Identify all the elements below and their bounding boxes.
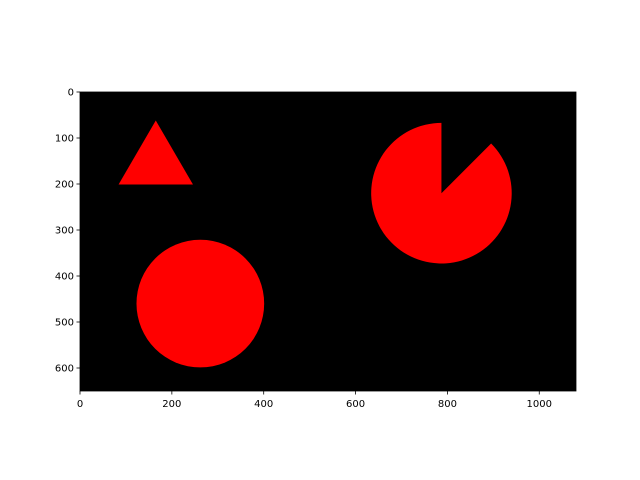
x-tick-label: 1000 bbox=[527, 399, 552, 410]
y-tick-label: 0 bbox=[68, 88, 74, 99]
x-tick-label: 800 bbox=[438, 399, 457, 410]
y-tick-label: 500 bbox=[55, 318, 74, 329]
x-axis: 0 200 400 600 800 1000 bbox=[77, 391, 552, 410]
red-pacman bbox=[371, 122, 512, 264]
axes-frame bbox=[79, 91, 577, 392]
x-tick-label: 400 bbox=[254, 399, 273, 410]
y-axis: 0 100 200 300 400 500 600 bbox=[55, 88, 80, 375]
y-tick-label: 400 bbox=[55, 272, 74, 283]
x-tick-label: 0 bbox=[77, 399, 83, 410]
y-tick-label: 600 bbox=[55, 364, 74, 375]
y-tick-label: 300 bbox=[55, 226, 74, 237]
red-circle bbox=[136, 239, 265, 368]
red-triangle bbox=[118, 120, 193, 185]
y-tick-label: 100 bbox=[55, 134, 74, 145]
plot-area bbox=[79, 91, 577, 392]
y-tick-label: 200 bbox=[55, 180, 74, 191]
x-tick-label: 600 bbox=[346, 399, 365, 410]
x-tick-label: 200 bbox=[162, 399, 181, 410]
